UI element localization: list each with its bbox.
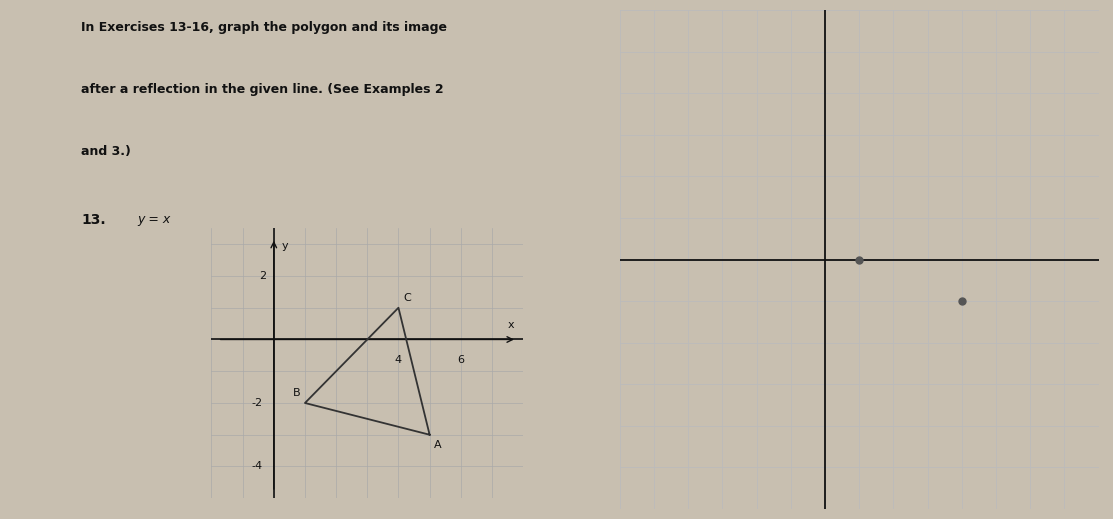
Text: after a reflection in the given line. (See Examples 2: after a reflection in the given line. (S… [81, 83, 444, 96]
Text: x: x [508, 320, 514, 331]
Text: y = x: y = x [137, 213, 170, 226]
Text: 13.: 13. [81, 213, 106, 227]
Text: B: B [293, 388, 301, 398]
Text: -4: -4 [252, 461, 263, 471]
Text: y: y [282, 241, 288, 251]
Text: and 3.): and 3.) [81, 145, 131, 158]
Text: 4: 4 [395, 356, 402, 365]
Text: C: C [403, 293, 411, 303]
Text: A: A [434, 440, 442, 449]
Text: 2: 2 [259, 271, 266, 281]
Text: In Exercises 13-16, graph the polygon and its image: In Exercises 13-16, graph the polygon an… [81, 21, 447, 34]
Text: 6: 6 [457, 356, 464, 365]
Text: -2: -2 [252, 398, 263, 408]
